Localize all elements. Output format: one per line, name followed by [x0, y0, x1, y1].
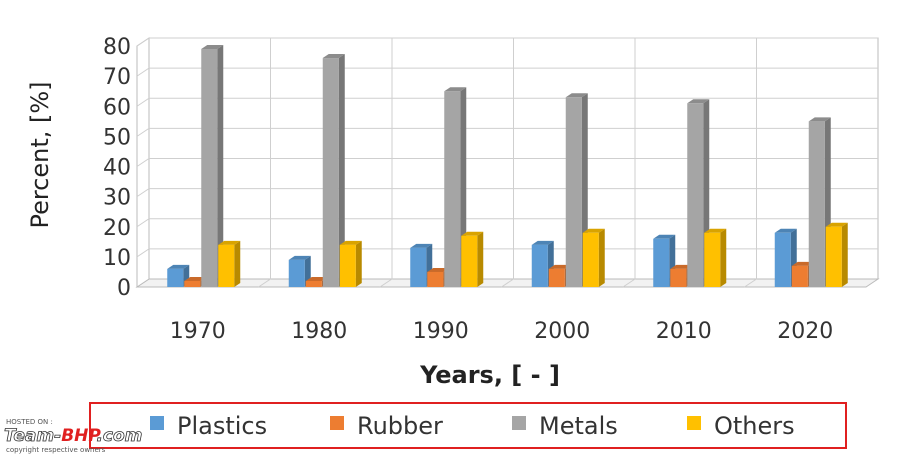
- watermark-brand: Team-BHP.com: [4, 426, 142, 446]
- y-tick-label: 40: [103, 156, 131, 181]
- legend-item-metals: Metals: [512, 412, 618, 440]
- y-tick-label: 0: [117, 276, 131, 301]
- legend-box: [89, 402, 847, 449]
- bar-metals-1980: [322, 54, 345, 287]
- x-tick-label: 1990: [413, 319, 469, 344]
- category-divider: [379, 38, 393, 288]
- legend-item-others: Others: [687, 412, 795, 440]
- y-tick-label: 80: [103, 35, 131, 60]
- legend-swatch: [150, 416, 164, 430]
- x-axis-label: Years, [ - ]: [419, 361, 560, 389]
- category-divider: [501, 38, 514, 288]
- bar-others-1970: [218, 240, 241, 287]
- watermark-brand-com: .com: [96, 426, 142, 446]
- watermark-hosted-on: HOSTED ON :: [6, 418, 53, 426]
- watermark-copyright: copyright respective owners: [6, 446, 106, 454]
- y-tick-label: 20: [103, 216, 131, 241]
- legend-item-plastics: Plastics: [150, 412, 267, 440]
- watermark: HOSTED ON : Team-BHP.com copyright respe…: [4, 418, 143, 454]
- y-tick-label: 30: [103, 186, 131, 211]
- watermark-brand-team: Team-: [4, 426, 61, 446]
- legend-label: Plastics: [177, 412, 267, 440]
- bar-others-1980: [339, 240, 362, 287]
- x-axis-ticks: 1970 1980 1990 2000 2010 2020: [170, 319, 834, 344]
- chart-grid: [135, 37, 880, 288]
- bar-others-1990: [461, 231, 484, 287]
- x-tick-label: 1980: [291, 319, 347, 344]
- x-tick-label: 2020: [777, 319, 833, 344]
- legend-swatch: [687, 416, 701, 430]
- bar-metals-1970: [201, 45, 224, 288]
- x-tick-label: 2000: [534, 319, 590, 344]
- x-tick-label: 1970: [170, 319, 226, 344]
- legend-swatch: [330, 416, 344, 430]
- y-axis-label: Percent, [%]: [26, 81, 54, 228]
- legend-item-rubber: Rubber: [330, 412, 443, 440]
- watermark-brand-bhp: BHP: [61, 426, 101, 446]
- legend-swatch: [512, 416, 526, 430]
- chart-bars: [167, 45, 848, 288]
- category-divider: [258, 38, 271, 288]
- bar-others-2010: [704, 228, 727, 287]
- x-tick-label: 2010: [656, 319, 712, 344]
- y-tick-label: 70: [103, 65, 131, 90]
- y-tick-label: 10: [103, 246, 131, 271]
- legend-label: Rubber: [357, 412, 443, 440]
- bar-others-2000: [582, 228, 605, 287]
- bar-others-2020: [825, 222, 848, 287]
- legend-label: Metals: [539, 412, 618, 440]
- category-divider: [744, 38, 757, 288]
- category-divider: [622, 38, 636, 288]
- y-tick-label: 50: [103, 125, 131, 150]
- y-tick-label: 60: [103, 95, 131, 120]
- y-axis-ticks: 0 10 20 30 40 50 60 70 80: [103, 35, 131, 301]
- legend: Plastics Rubber Metals Others: [150, 412, 795, 440]
- legend-label: Others: [714, 412, 795, 440]
